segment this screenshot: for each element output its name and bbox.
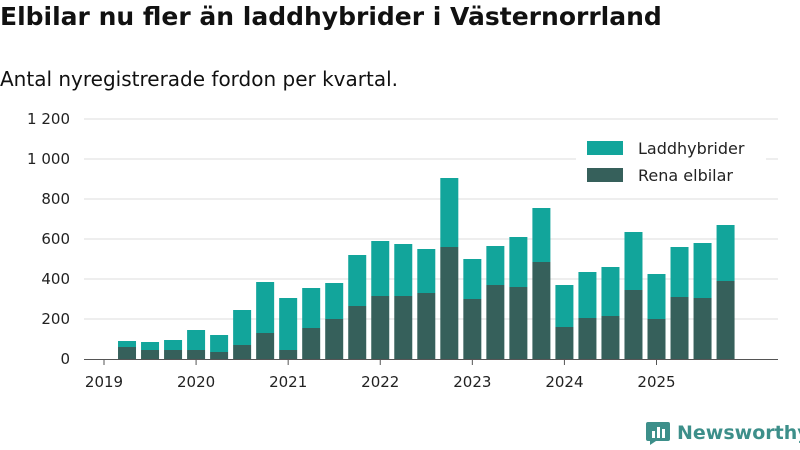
bar-rena-elbilar bbox=[302, 328, 321, 359]
x-tick-label: 2020 bbox=[177, 373, 215, 391]
legend: Laddhybrider Rena elbilar bbox=[576, 134, 766, 190]
bar-laddhybrider bbox=[141, 342, 160, 350]
y-tick-label: 1 200 bbox=[27, 110, 70, 128]
bar-rena-elbilar bbox=[118, 347, 137, 359]
x-tick-label: 2021 bbox=[269, 373, 307, 391]
x-tick-label: 2025 bbox=[637, 373, 675, 391]
bar-laddhybrider bbox=[440, 178, 459, 247]
brand: Newsworthy bbox=[645, 420, 800, 446]
bar-rena-elbilar bbox=[532, 262, 551, 359]
bar-rena-elbilar bbox=[463, 299, 482, 359]
bar-rena-elbilar bbox=[624, 290, 643, 359]
bar-laddhybrider bbox=[210, 335, 229, 352]
bar-rena-elbilar bbox=[693, 298, 712, 359]
bars bbox=[118, 178, 735, 359]
bar-laddhybrider bbox=[118, 341, 137, 347]
bar-rena-elbilar bbox=[440, 247, 459, 359]
bar-laddhybrider bbox=[532, 208, 551, 262]
axes: 0 200 400 600 800 1 000 1 200 2019 2020 2021 2022 2… bbox=[27, 110, 778, 391]
x-tick-label: 2024 bbox=[545, 373, 583, 391]
bar-laddhybrider bbox=[187, 330, 206, 350]
bar-laddhybrider bbox=[486, 246, 505, 285]
bar-rena-elbilar bbox=[647, 319, 666, 359]
legend-label: Rena elbilar bbox=[638, 166, 733, 185]
bar-rena-elbilar bbox=[164, 350, 183, 359]
brand-name: Newsworthy bbox=[677, 422, 800, 444]
x-tick-label: 2023 bbox=[453, 373, 491, 391]
legend-swatch bbox=[587, 168, 623, 182]
y-tick-label: 1 000 bbox=[27, 150, 70, 168]
bar-rena-elbilar bbox=[509, 287, 528, 359]
bar-laddhybrider bbox=[578, 272, 597, 318]
bar-rena-elbilar bbox=[555, 327, 574, 359]
bar-rena-elbilar bbox=[670, 297, 689, 359]
bar-rena-elbilar bbox=[187, 350, 206, 359]
bar-laddhybrider bbox=[394, 244, 413, 296]
bar-laddhybrider bbox=[670, 247, 689, 297]
bar-laddhybrider bbox=[417, 249, 436, 293]
bar-laddhybrider bbox=[509, 237, 528, 287]
bar-rena-elbilar bbox=[141, 350, 160, 359]
bar-laddhybrider bbox=[555, 285, 574, 327]
bar-rena-elbilar bbox=[256, 333, 275, 359]
legend-swatch bbox=[587, 141, 623, 155]
y-tick-label: 800 bbox=[41, 190, 70, 208]
bar-rena-elbilar bbox=[601, 316, 620, 359]
x-tick-label: 2019 bbox=[85, 373, 123, 391]
bar-rena-elbilar bbox=[394, 296, 413, 359]
bar-laddhybrider bbox=[601, 267, 620, 316]
bar-laddhybrider bbox=[716, 225, 735, 281]
bar-rena-elbilar bbox=[417, 293, 436, 359]
bar-laddhybrider bbox=[325, 283, 344, 319]
bar-laddhybrider bbox=[233, 310, 252, 345]
newsworthy-chart-icon bbox=[646, 422, 670, 445]
bar-rena-elbilar bbox=[325, 319, 344, 359]
bar-rena-elbilar bbox=[486, 285, 505, 359]
bar-laddhybrider bbox=[279, 298, 298, 350]
bar-rena-elbilar bbox=[578, 318, 597, 359]
bar-laddhybrider bbox=[256, 282, 275, 333]
bar-rena-elbilar bbox=[348, 306, 367, 359]
y-tick-label: 400 bbox=[41, 270, 70, 288]
bar-laddhybrider bbox=[463, 259, 482, 299]
bar-laddhybrider bbox=[371, 241, 390, 296]
chart-title: Elbilar nu fler än laddhybrider i Väster… bbox=[0, 2, 662, 31]
y-tick-label: 200 bbox=[41, 310, 70, 328]
bar-laddhybrider bbox=[302, 288, 321, 328]
chart-subtitle: Antal nyregistrerade fordon per kvartal. bbox=[0, 67, 399, 91]
bar-rena-elbilar bbox=[233, 345, 252, 359]
y-tick-label: 0 bbox=[60, 350, 70, 368]
bar-rena-elbilar bbox=[279, 350, 298, 359]
bar-laddhybrider bbox=[624, 232, 643, 290]
bar-laddhybrider bbox=[348, 255, 367, 306]
x-tick-label: 2022 bbox=[361, 373, 399, 391]
legend-label: Laddhybrider bbox=[638, 139, 745, 158]
bar-rena-elbilar bbox=[371, 296, 390, 359]
bar-laddhybrider bbox=[693, 243, 712, 298]
bar-rena-elbilar bbox=[210, 352, 229, 359]
bar-laddhybrider bbox=[647, 274, 666, 319]
bar-rena-elbilar bbox=[716, 281, 735, 359]
bar-laddhybrider bbox=[164, 340, 183, 350]
y-tick-label: 600 bbox=[41, 230, 70, 248]
